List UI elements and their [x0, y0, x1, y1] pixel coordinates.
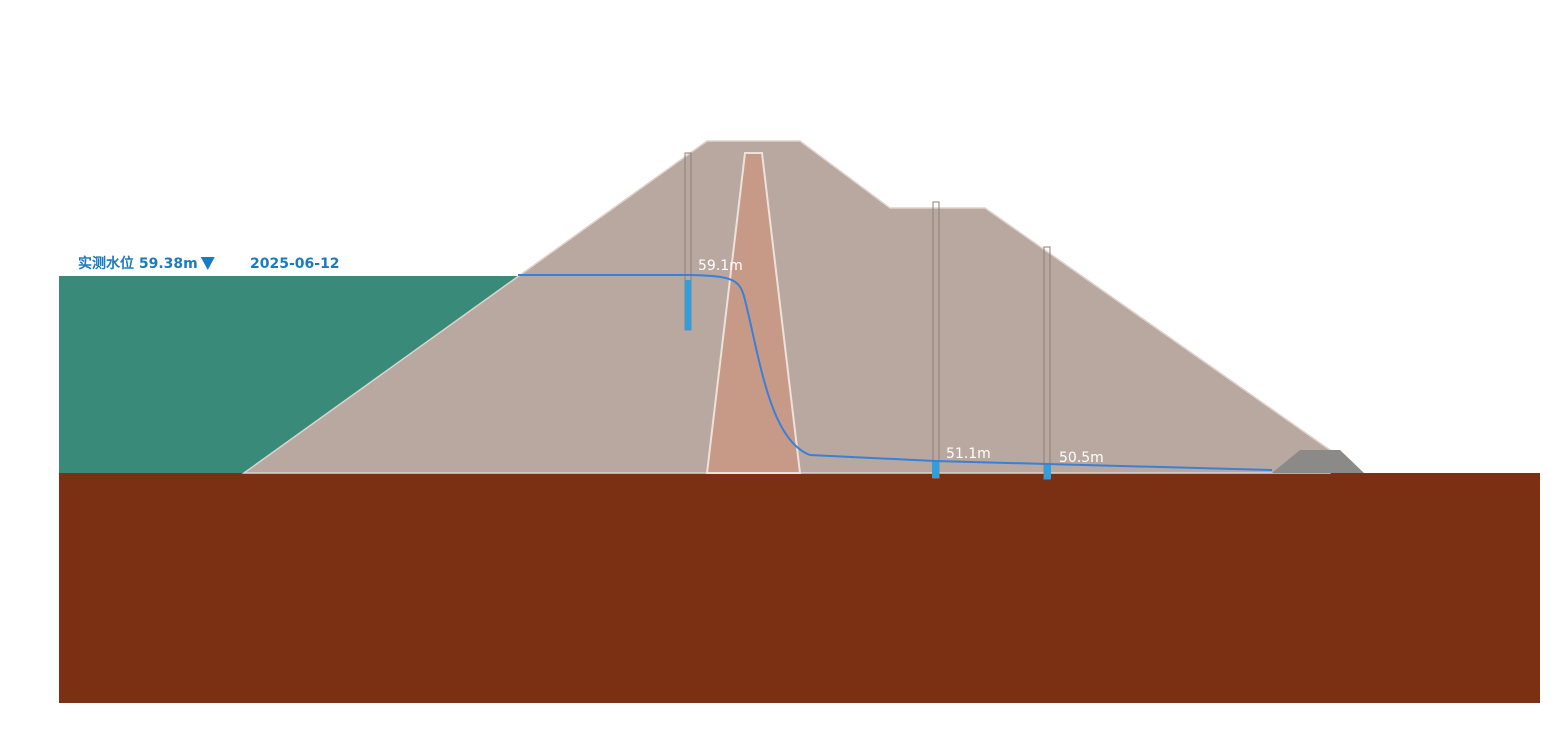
piezometer-label: 50.5m	[1059, 450, 1104, 466]
piezometer-water	[685, 280, 691, 330]
piezometer-label: 59.1m	[698, 258, 743, 274]
foundation	[59, 473, 1540, 703]
piezometer-water	[932, 462, 939, 478]
water-level-icon	[200, 257, 215, 270]
water-level-label: 实测水位 59.38m	[78, 255, 198, 272]
piezometer-water	[1044, 465, 1051, 479]
toe-drain	[1272, 450, 1364, 473]
reservoir-water	[59, 276, 518, 473]
piezometer-label: 51.1m	[946, 446, 991, 462]
phreatic-line	[518, 274, 1273, 471]
dam-core	[705, 152, 802, 474]
measure-date: 2025-06-12	[250, 256, 340, 272]
